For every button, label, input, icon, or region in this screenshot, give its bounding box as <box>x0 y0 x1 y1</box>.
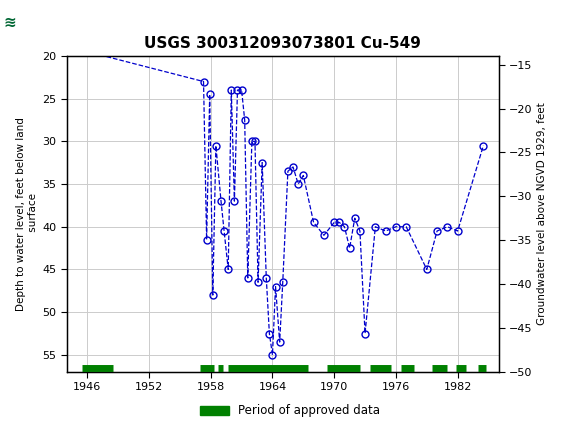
Legend: Period of approved data: Period of approved data <box>195 399 385 422</box>
Text: ≋: ≋ <box>3 15 16 30</box>
Y-axis label: Depth to water level, feet below land
 surface: Depth to water level, feet below land su… <box>16 117 38 311</box>
Y-axis label: Groundwater level above NGVD 1929, feet: Groundwater level above NGVD 1929, feet <box>537 102 547 326</box>
Bar <box>3 3 55 42</box>
Title: USGS 300312093073801 Cu-549: USGS 300312093073801 Cu-549 <box>144 36 421 51</box>
Text: USGS: USGS <box>26 15 73 30</box>
